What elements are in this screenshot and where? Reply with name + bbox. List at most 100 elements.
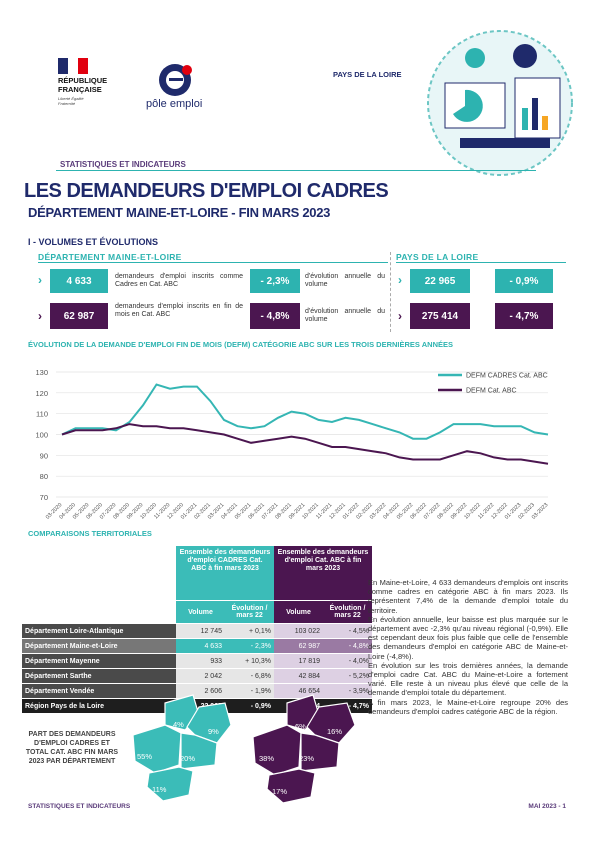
y-tick-label: 100 <box>35 431 48 440</box>
kpi-value: 4 633 <box>50 269 108 293</box>
y-tick-label: 110 <box>36 410 48 419</box>
table-cell: 2 042 <box>176 669 225 683</box>
legend-label: DEFM CADRES Cat. ABC <box>466 373 548 380</box>
map-cadres <box>132 694 232 802</box>
blank <box>22 546 176 600</box>
y-tick-label: 130 <box>35 368 48 377</box>
kpi-region-change: - 4,7% <box>495 303 553 329</box>
table-cell: - 4,5% <box>323 624 372 638</box>
map-label: 4% <box>173 720 184 729</box>
dept-shape <box>300 732 340 772</box>
table-cell: 4 633 <box>176 639 225 653</box>
table-cell: - 0,9% <box>225 699 274 713</box>
chevron: › <box>398 273 402 287</box>
rule <box>56 170 536 171</box>
y-tick-label: 120 <box>35 389 48 398</box>
table-row: Département Loire-Atlantique 12 745 + 0,1%… <box>22 624 372 638</box>
series-line <box>61 383 549 440</box>
pole-emploi-logo <box>159 64 192 96</box>
divider <box>390 252 391 332</box>
map-label: 17% <box>272 787 288 796</box>
table-cell: - 1,9% <box>225 684 274 698</box>
republique: RÉPUBLIQUE FRANÇAISE <box>58 76 108 94</box>
blank <box>22 601 176 623</box>
motto: Liberté Égalité Fraternité <box>58 96 84 106</box>
row-label: Département Loire-Atlantique <box>22 624 176 638</box>
pole-emploi: pôle emploi <box>146 98 203 110</box>
map-label: 38% <box>259 754 275 763</box>
kpi-region-value: 22 965 <box>410 269 470 293</box>
map-label: 55% <box>137 752 153 761</box>
comparisons-title: COMPARAISONS TERRITORIALES <box>28 529 152 538</box>
table-cell: + 10,3% <box>225 654 274 668</box>
illustration <box>427 30 573 176</box>
row-label: Département Sarthe <box>22 669 176 683</box>
table-cell: 103 022 <box>274 624 323 638</box>
table-row: Département Sarthe 2 042- 6,8% 42 884- 5,2… <box>22 669 372 683</box>
map-label: 20% <box>180 754 196 763</box>
table-cell: - 6,8% <box>225 669 274 683</box>
kpi-change: - 4,8% <box>250 303 300 329</box>
paragraph: En Maine-et-Loire, 4 633 demandeurs d'em… <box>368 578 568 615</box>
group-header: Ensemble des demandeurs d'emploi Cat. AB… <box>274 546 372 600</box>
table-cell: 62 987 <box>274 639 323 653</box>
y-tick-label: 80 <box>40 472 48 481</box>
dept-shape <box>146 766 194 802</box>
map-label: 16% <box>327 727 343 736</box>
kpi-value: 62 987 <box>50 303 108 329</box>
group-header: Ensemble des demandeurs d'emploi CADRES … <box>176 546 274 600</box>
table-cell: 12 745 <box>176 624 225 638</box>
table-cell: - 5,2% <box>323 669 372 683</box>
kpi-change-text: d'évolution annuelle du volume <box>305 273 385 288</box>
region-label: PAYS DE LA LOIRE <box>396 252 479 262</box>
paragraph: A fin mars 2023, le Maine-et-Loire regro… <box>368 697 568 716</box>
table-cell: 42 884 <box>274 669 323 683</box>
dept-label: DÉPARTEMENT MAINE-ET-LOIRE <box>38 252 182 262</box>
map-abc <box>252 694 356 804</box>
table-body: Département Loire-Atlantique 12 745 + 0,1%… <box>22 624 372 713</box>
table-row: Département Maine-et-Loire 4 633- 2,3% 62 … <box>22 639 372 653</box>
kpi-text: demandeurs d'emploi inscrits en fin de m… <box>115 303 243 318</box>
main-title: LES DEMANDEURS D'EMPLOI CADRES <box>24 180 389 202</box>
table-cell: - 3,9% <box>323 684 372 698</box>
dept-shape <box>266 768 316 804</box>
map-label: 11% <box>152 785 167 794</box>
dept-shape <box>132 724 182 774</box>
rule <box>396 262 566 263</box>
table-cell: 933 <box>176 654 225 668</box>
kpi-region-change: - 0,9% <box>495 269 553 293</box>
map-label: 6% <box>295 722 306 731</box>
map-label: 23% <box>299 754 315 763</box>
dept-shape <box>180 732 218 770</box>
table-cell: - 4,0% <box>323 654 372 668</box>
y-tick-label: 90 <box>40 451 48 460</box>
table-cell: - 4,8% <box>323 639 372 653</box>
kpi-change: - 2,3% <box>250 269 300 293</box>
table-row: Département Mayenne 933 + 10,3% 17 819- 4,0… <box>22 654 372 668</box>
line-chart: 70809010011012013003-202004-202005-20200… <box>35 368 549 521</box>
section-title: I - VOLUMES ET ÉVOLUTIONS <box>28 237 159 247</box>
row-label: Département Maine-et-Loire <box>22 639 176 653</box>
row-label: Département Vendée <box>22 684 176 698</box>
table-cell: 17 819 <box>274 654 323 668</box>
row-label: Département Mayenne <box>22 654 176 668</box>
kpi-region-value: 275 414 <box>410 303 470 329</box>
table-row: Département Vendée 2 606- 1,9% 46 654- 3,9… <box>22 684 372 698</box>
col-header: Évolution / mars 22 <box>323 601 372 623</box>
kicker: STATISTIQUES ET INDICATEURS <box>60 160 186 169</box>
commentary: En Maine-et-Loire, 4 633 demandeurs d'em… <box>368 578 568 716</box>
chart-title: ÉVOLUTION DE LA DEMANDE D'EMPLOI FIN DE … <box>28 340 453 349</box>
chevron: › <box>398 309 402 323</box>
series-line <box>61 423 549 465</box>
subtitle: DÉPARTEMENT MAINE-ET-LOIRE - FIN MARS 20… <box>28 205 331 220</box>
table-cell: 46 654 <box>274 684 323 698</box>
map-label: 9% <box>208 727 219 736</box>
chevron: › <box>38 309 42 323</box>
rule <box>38 262 388 263</box>
col-header: Évolution / mars 22 <box>225 601 274 623</box>
footer-left: STATISTIQUES ET INDICATEURS <box>28 803 131 810</box>
footer-right: MAI 2023 - 1 <box>528 803 566 810</box>
dept-shape <box>252 724 302 776</box>
map-caption: PART DES DEMANDEURS D'EMPLOI CADRES ET T… <box>25 731 119 765</box>
